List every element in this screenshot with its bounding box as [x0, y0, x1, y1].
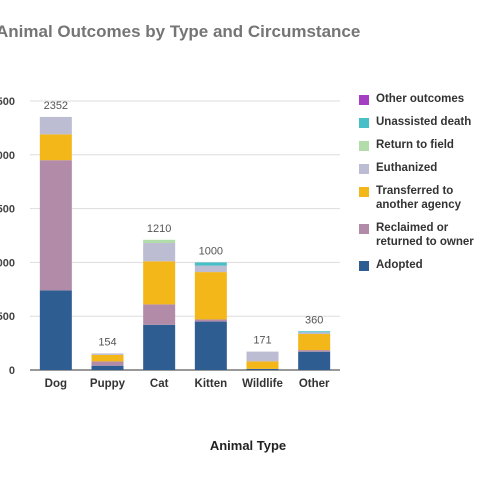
legend-swatch	[359, 141, 369, 151]
x-tick-label: Puppy	[90, 378, 126, 390]
bar-segment	[194, 262, 227, 266]
x-tick-label: Cat	[150, 378, 169, 390]
x-tick-label: Other	[299, 378, 330, 390]
bar-segment	[298, 331, 331, 333]
legend-item: Euthanized	[359, 161, 480, 175]
legend-label: Adopted	[376, 259, 423, 271]
legend-swatch	[359, 261, 369, 271]
y-tick-label: 1500	[0, 204, 15, 216]
bar-total-label: 154	[98, 336, 116, 348]
bar-segment	[91, 365, 124, 370]
bar-segment	[39, 160, 72, 291]
bar-total-label: 360	[305, 314, 323, 326]
x-tick-label: Wildlife	[242, 378, 283, 390]
bar-segment	[91, 361, 124, 366]
bar-segment	[298, 333, 331, 351]
legend-item: Unassisted death	[359, 115, 480, 129]
bar-segment	[39, 116, 72, 135]
legend: Other outcomes Unassisted death Return to …	[359, 92, 480, 281]
y-tick-label: 500	[0, 311, 15, 323]
bar-total-label: 1210	[147, 223, 171, 235]
y-tick-label: 0	[9, 365, 15, 377]
y-tick-label: 2500	[0, 96, 15, 108]
legend-swatch	[359, 164, 369, 174]
bar-segment	[194, 272, 227, 320]
bar-total-label: 1000	[199, 245, 223, 257]
legend-label: Other outcomes	[376, 93, 465, 105]
bar-segment	[143, 243, 176, 262]
y-tick-label: 2000	[0, 150, 15, 162]
legend-label: Euthanized	[376, 162, 438, 174]
bar-segment	[246, 361, 279, 369]
bar-segment	[298, 350, 331, 352]
legend-item: Return to field	[359, 138, 480, 152]
bar-segment	[143, 324, 176, 370]
bar-segment	[194, 319, 227, 322]
bar-segment	[143, 239, 176, 244]
bar-segment	[143, 304, 176, 325]
bar-segment	[91, 354, 124, 362]
bar-segment	[298, 351, 331, 370]
legend-item: Reclaimed or returned to owner	[359, 221, 480, 249]
bar-segment	[246, 351, 279, 362]
bar-segment	[298, 332, 331, 334]
bar-segment	[39, 290, 72, 370]
x-tick-label: Dog	[45, 378, 67, 390]
legend-swatch	[359, 118, 369, 128]
bar-segment	[194, 321, 227, 370]
bar-total-label: 2352	[44, 100, 68, 112]
x-axis-label: Animal Type	[209, 438, 287, 453]
bar-total-label: 171	[253, 335, 271, 347]
legend-item: Transferred to another agency	[359, 184, 480, 212]
y-tick-label: 1000	[0, 257, 15, 269]
legend-label: Return to field	[376, 139, 454, 151]
bar-segment	[246, 368, 279, 370]
legend-item: Other outcomes	[359, 92, 480, 106]
legend-swatch	[359, 95, 369, 105]
bar-segment	[143, 261, 176, 305]
legend-item: Adopted	[359, 258, 480, 272]
chart-title: Animal Outcomes by Type and Circumstance	[0, 22, 361, 41]
legend-swatch	[359, 187, 369, 197]
x-tick-label: Kitten	[195, 378, 228, 390]
legend-label: Transferred to another agency	[376, 185, 461, 211]
legend-label: Reclaimed or returned to owner	[376, 222, 474, 248]
legend-swatch	[359, 224, 369, 234]
bar-segment	[91, 353, 124, 355]
bar-segment	[39, 134, 72, 161]
bar-segment	[194, 265, 227, 273]
legend-label: Unassisted death	[376, 116, 472, 128]
